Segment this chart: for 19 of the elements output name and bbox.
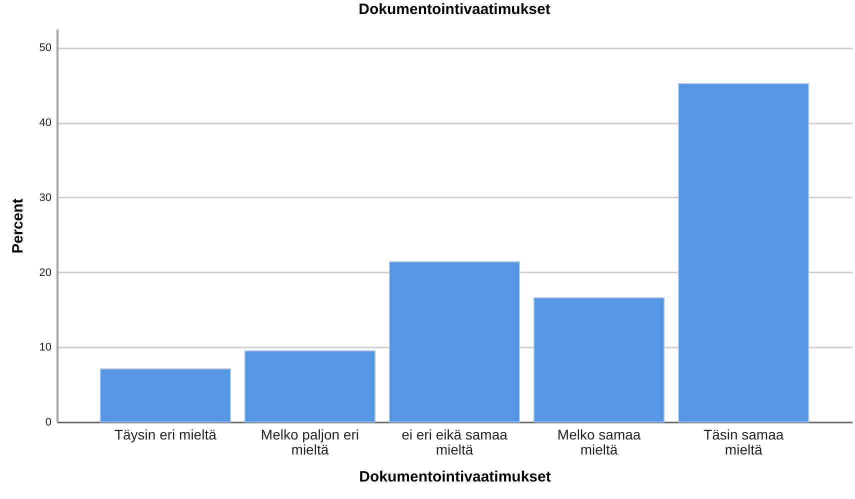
y-tick-label: 20	[39, 266, 52, 279]
bar	[678, 83, 810, 422]
bar	[100, 368, 231, 422]
y-axis-title: Percent	[9, 198, 26, 254]
x-tick-label: ei eri eikä samaa mieltä	[402, 426, 508, 458]
y-tick-label: 10	[39, 342, 52, 354]
bar	[534, 297, 665, 422]
bar	[388, 261, 520, 422]
y-tick-label: 0	[45, 416, 52, 428]
x-tick-label: Täsin samaa mieltä	[704, 426, 784, 458]
x-axis-title: Dokumentointivaatimukset	[359, 468, 551, 486]
y-tick-label: 40	[39, 117, 52, 130]
x-tick-label: Melko paljon eri mieltä	[260, 426, 359, 458]
y-tick-label: 50	[39, 42, 52, 54]
x-tick-label: Melko samaa mieltä	[557, 426, 641, 458]
bar	[244, 350, 376, 422]
chart-title: Dokumentointivaatimukset	[358, 1, 550, 18]
x-tick-label: Täysin eri mieltä	[114, 426, 217, 442]
y-tick-label: 30	[39, 192, 52, 204]
